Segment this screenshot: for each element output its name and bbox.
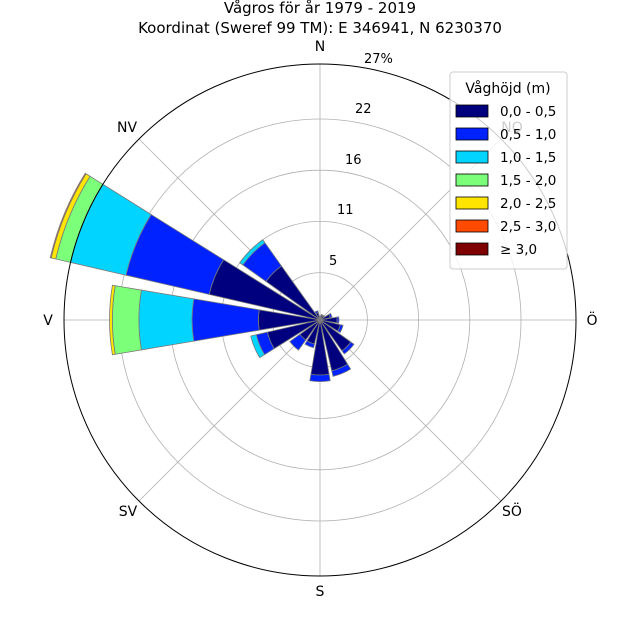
chart-title: Vågros för år 1979 - 2019 <box>224 0 416 17</box>
legend-title: Våghöjd (m) <box>465 80 550 97</box>
legend-label-0: 0,0 - 0,5 <box>500 104 556 120</box>
legend-swatch-3 <box>455 173 489 187</box>
dir-label-se: SÖ <box>502 502 522 520</box>
dir-label-sw: SV <box>119 504 138 520</box>
legend: Våghöjd (m) 0,0 - 0,5 0,5 - 1,0 1,0 - 1,… <box>449 71 568 270</box>
legend-box <box>449 71 568 270</box>
bar-dir-247.5-bin-2 <box>250 334 266 359</box>
bar-dir-202.5-bin-1 <box>304 340 315 349</box>
radial-tick-22: 22 <box>355 102 372 117</box>
bar-dir-90-bin-1 <box>336 316 340 324</box>
legend-label-3: 1,5 - 2,0 <box>500 173 556 189</box>
legend-label-2: 1,0 - 1,5 <box>500 150 556 166</box>
bar-dir-180-bin-1 <box>309 373 331 383</box>
legend-swatch-6 <box>455 242 489 256</box>
legend-label-6: ≥ 3,0 <box>500 242 537 258</box>
legend-label-4: 2,0 - 2,5 <box>500 196 556 212</box>
bar-dir-292.5-bin-5 <box>49 172 87 259</box>
legend-label-5: 2,5 - 3,0 <box>500 219 556 235</box>
dir-label-nw: NV <box>117 120 137 136</box>
dir-label-e: Ö <box>586 311 597 329</box>
bar-dir-315-bin-2 <box>239 239 266 266</box>
bar-dir-157.5-bin-1 <box>331 363 352 377</box>
direction-labels: N NO Ö SÖ S SV V NV <box>43 39 597 600</box>
radial-tick-5: 5 <box>329 254 337 269</box>
legend-swatch-2 <box>455 150 489 164</box>
legend-label-1: 0,5 - 1,0 <box>500 127 556 143</box>
dir-label-n: N <box>315 39 325 55</box>
legend-swatch-0 <box>455 104 489 118</box>
outer-ring <box>63 63 577 577</box>
bar-dir-112.5-bin-1 <box>337 324 344 334</box>
bar-dir-135-bin-1 <box>341 341 355 355</box>
bar-dir-270-bin-3 <box>111 285 142 355</box>
radial-tick-labels: 5 11 16 22 27% <box>329 52 393 269</box>
radial-tick-11: 11 <box>337 203 354 218</box>
bar-dir-225-bin-1 <box>289 333 307 351</box>
bar-dir-67.5-bin-1 <box>328 312 333 319</box>
rose-bars <box>49 172 355 383</box>
dir-label-w: V <box>43 313 53 329</box>
radial-tick-16: 16 <box>345 153 362 168</box>
legend-swatch-4 <box>455 196 489 210</box>
bar-dir-270-bin-1 <box>191 298 260 342</box>
radial-tick-27: 27% <box>364 52 393 67</box>
chart-subtitle: Koordinat (Sweref 99 TM): E 346941, N 62… <box>138 19 502 37</box>
dir-label-s: S <box>316 584 325 600</box>
bar-dir-270-bin-2 <box>138 289 195 351</box>
bar-dir-270-bin-4 <box>109 284 116 356</box>
legend-swatch-5 <box>455 219 489 233</box>
bar-dir-337.5-bin-1 <box>314 310 319 315</box>
legend-swatch-1 <box>455 127 489 141</box>
